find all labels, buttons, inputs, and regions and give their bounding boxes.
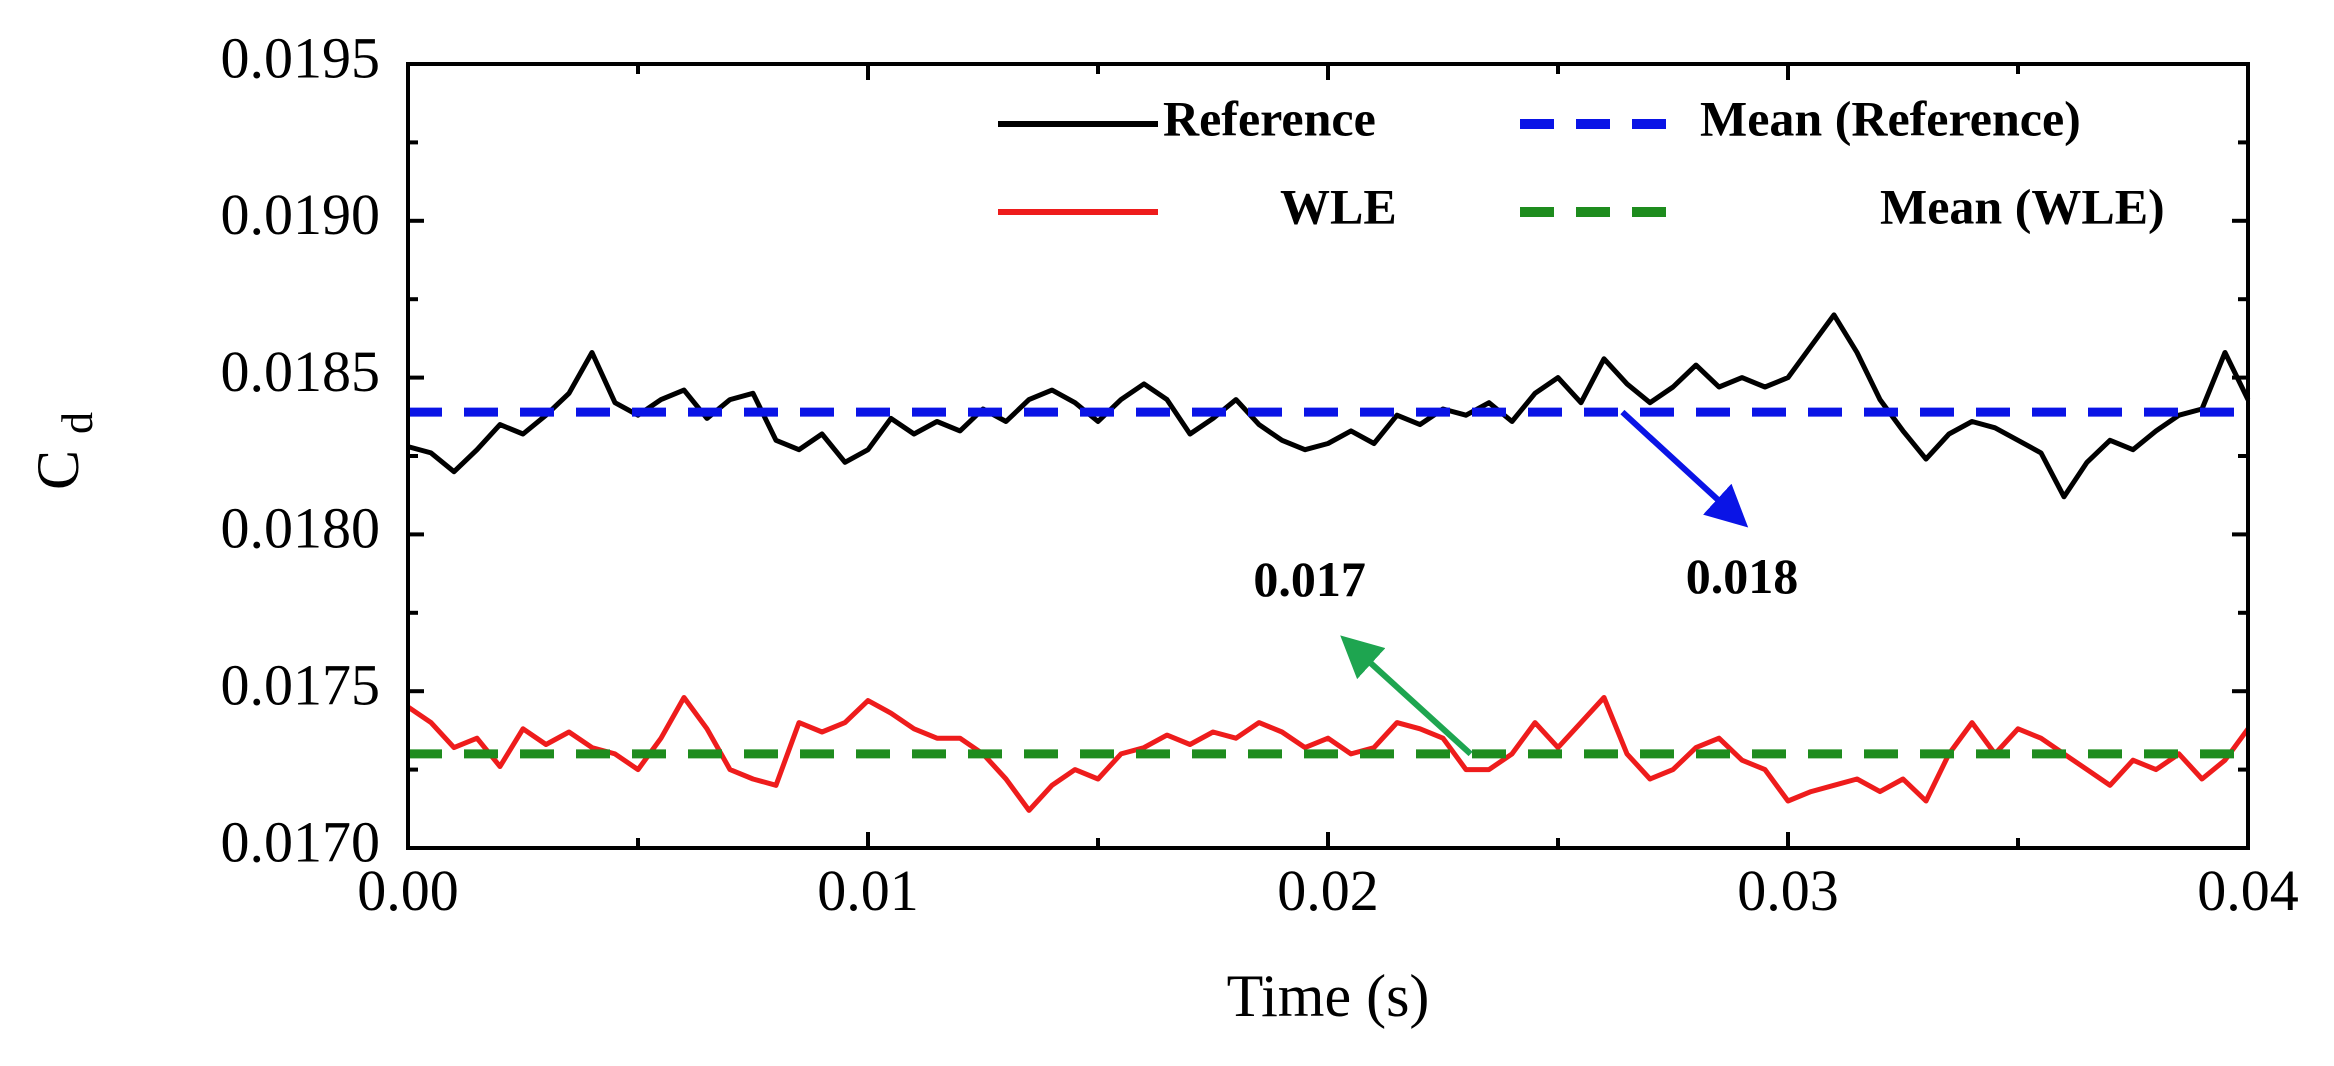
- x-tick-label: 0.03: [1737, 858, 1839, 923]
- y-tick-label: 0.0185: [221, 339, 381, 404]
- x-axis-title: Time (s): [1227, 963, 1430, 1029]
- annotation-arrow-1: [1620, 409, 1749, 528]
- x-tick-label: 0.00: [357, 858, 459, 923]
- y-tick-label: 0.0195: [221, 25, 381, 90]
- axes-layer: 0.00 0.01 0.02 0.03 0.04 0.0170 0.0175 0.0180 0.…: [25, 25, 2299, 1029]
- y-tick-label: 0.0170: [221, 809, 381, 874]
- annotation-label-1: 0.018: [1686, 548, 1799, 604]
- annotation-layer: 0.018 0.017: [1253, 409, 1799, 757]
- legend-label-reference: Reference: [1163, 90, 1376, 146]
- legend: Reference Mean (Reference) WLE Mean (WLE): [998, 90, 2165, 234]
- x-tick-label: 0.01: [817, 858, 919, 923]
- legend-label-mean-reference: Mean (Reference): [1700, 90, 2081, 146]
- annotation-label-2: 0.017: [1253, 551, 1366, 607]
- legend-label-wle: WLE: [1280, 178, 1397, 234]
- x-tick-label: 0.02: [1277, 858, 1379, 923]
- series-line-wle: [406, 695, 2251, 813]
- x-tick-label: 0.04: [2197, 858, 2299, 923]
- series-layer: [406, 312, 2251, 813]
- annotation-arrow-2: [1340, 635, 1473, 757]
- y-tick-label: 0.0175: [221, 653, 381, 718]
- series-line-reference: [407, 312, 2251, 500]
- legend-label-mean-wle: Mean (WLE): [1880, 178, 2165, 234]
- y-axis-title: Cd: [25, 412, 102, 490]
- y-axis-title-subscript: d: [53, 412, 102, 434]
- y-tick-label: 0.0190: [221, 182, 381, 247]
- y-tick-label: 0.0180: [221, 496, 381, 561]
- y-axis-title-main: C: [25, 450, 91, 490]
